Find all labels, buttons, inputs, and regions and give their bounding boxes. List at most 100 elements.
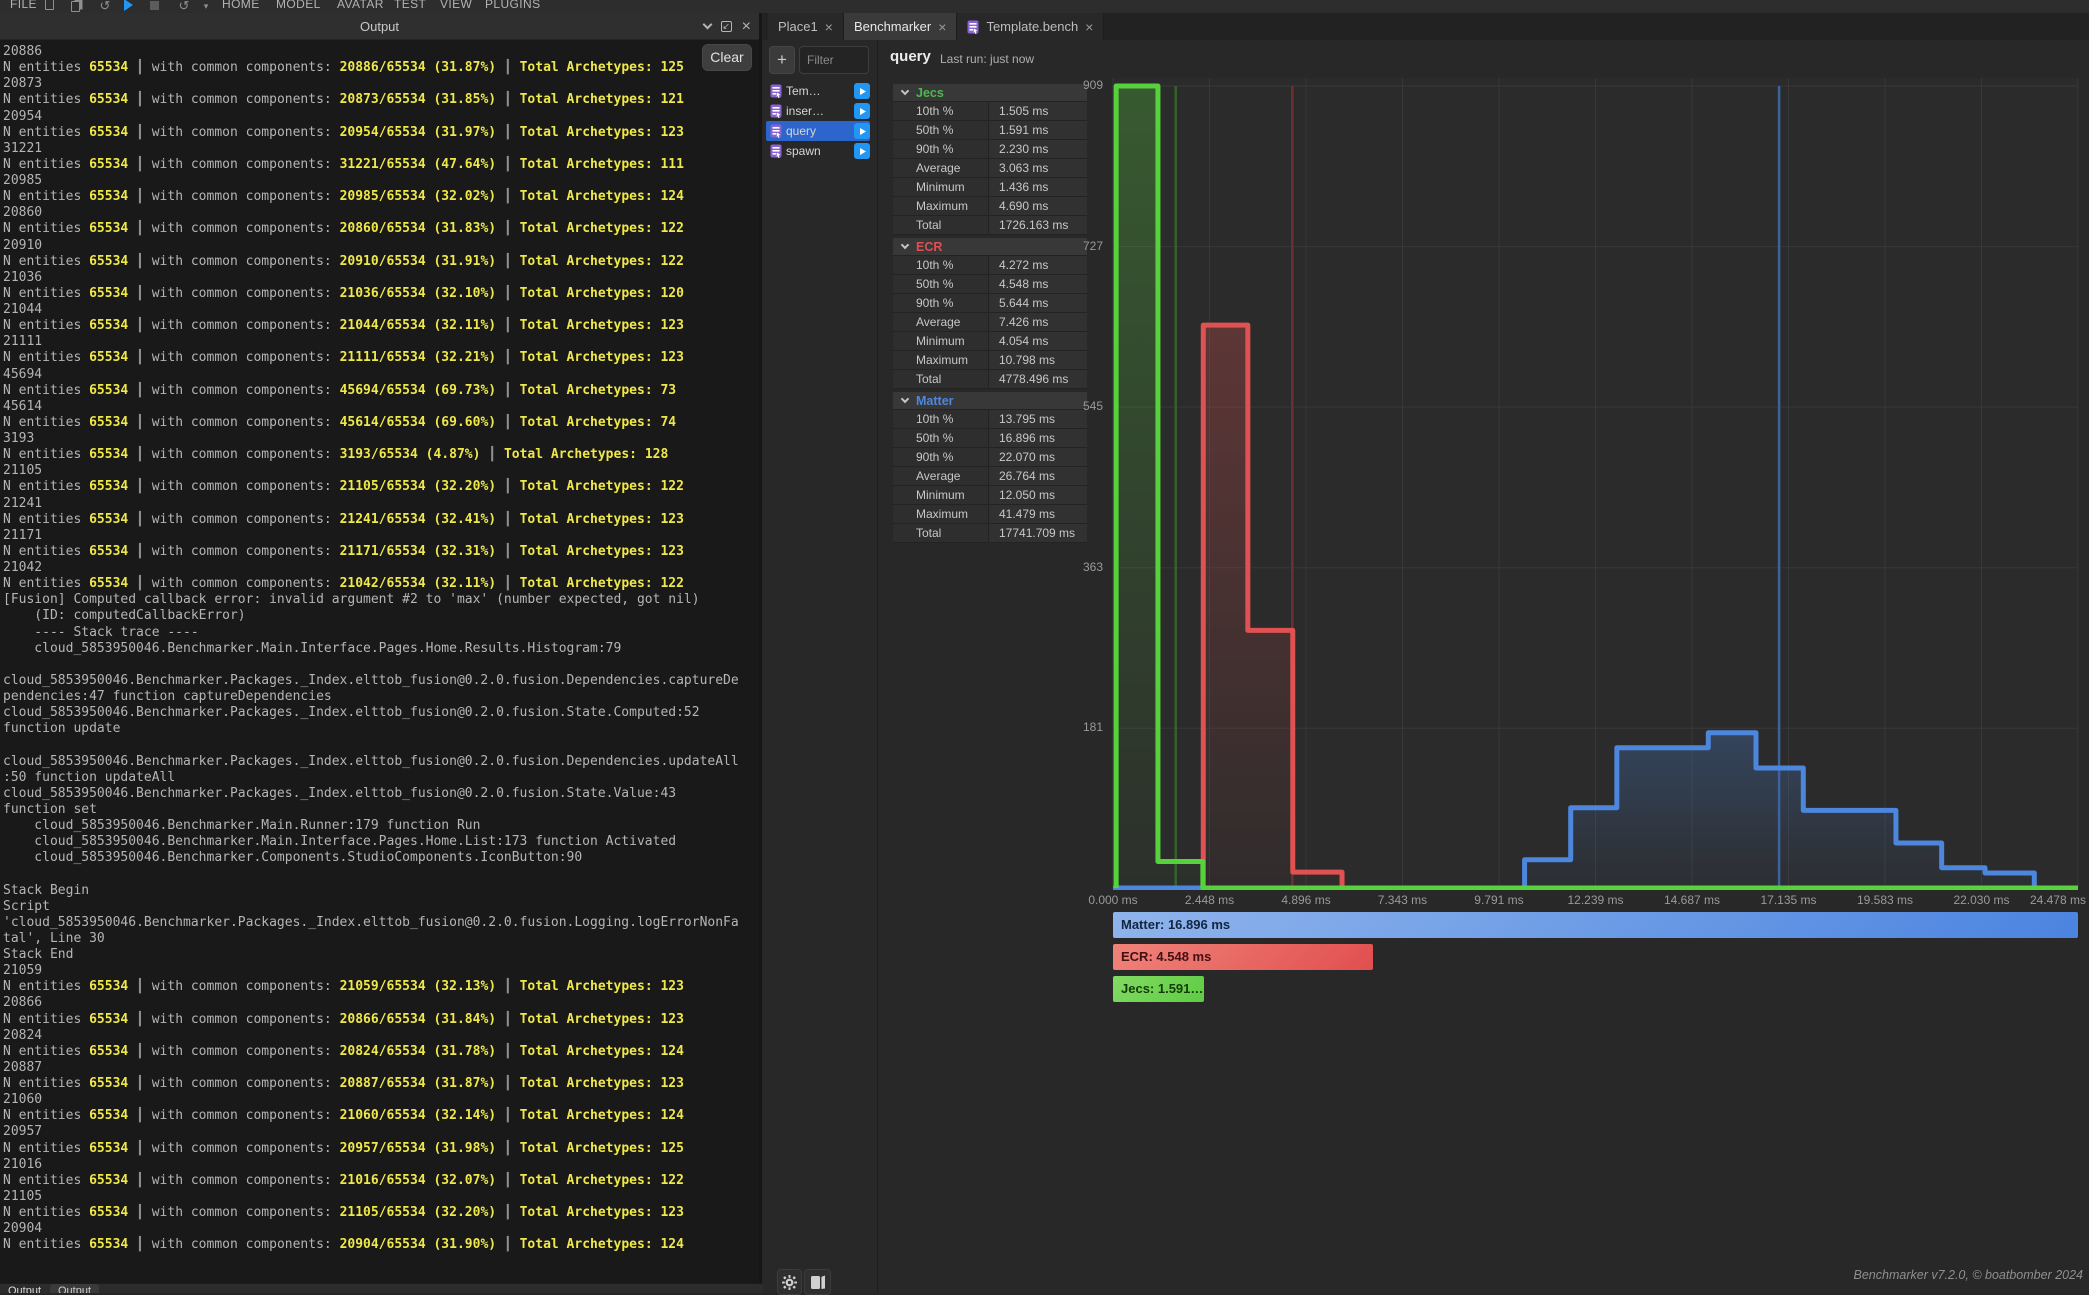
output-panel-title: Output — [359, 19, 400, 34]
tab-template-bench[interactable]: Template.bench × — [957, 13, 1105, 40]
bottom-tab-strip: Output Output — [0, 1283, 763, 1293]
stat-label: 50th % — [893, 429, 989, 447]
x-axis-tick: 4.896 ms — [1281, 893, 1331, 907]
play-icon — [859, 127, 866, 135]
log-line: function update — [3, 721, 121, 737]
tab-place1[interactable]: Place1 × — [768, 13, 844, 40]
menu-avatar[interactable]: AVATAR — [337, 0, 384, 11]
run-benchmark-button[interactable] — [854, 143, 870, 159]
benchmark-item-inser[interactable]: inser… — [766, 101, 870, 121]
run-benchmark-button[interactable] — [854, 123, 870, 139]
log-line: N entities 65534 ┃ with common component… — [3, 447, 669, 463]
stat-value: 2.230 ms — [989, 140, 1087, 158]
log-line: :50 function updateAll — [3, 769, 176, 785]
legend-bar-matter: Matter: 16.896 ms — [1113, 912, 2078, 938]
menu-model[interactable]: MODEL — [276, 0, 321, 11]
output-bottom-tab[interactable]: Output — [50, 1284, 100, 1293]
tab-label: Template.bench — [986, 19, 1079, 34]
log-line: ---- Stack trace ---- — [3, 624, 199, 640]
chevron-down-icon[interactable] — [702, 19, 713, 30]
log-line: N entities 65534 ┃ with common component… — [3, 285, 684, 301]
log-line: 20957 — [3, 1124, 43, 1140]
x-axis-tick: 0.000 ms — [1088, 893, 1138, 907]
document-tab-bar: Place1 × Benchmarker × Template.bench × — [763, 13, 2089, 40]
stat-label: 50th % — [893, 275, 989, 293]
menu-file[interactable]: FILE — [10, 0, 37, 11]
tab-close-icon[interactable]: × — [824, 18, 833, 35]
log-line: 20860 — [3, 205, 43, 221]
benchmark-list: Tem… inser… query spawn — [766, 81, 870, 161]
log-line: N entities 65534 ┃ with common component… — [3, 1237, 684, 1253]
clipboard-icon[interactable] — [45, 0, 61, 13]
copy-icon[interactable] — [71, 0, 87, 13]
log-line: N entities 65534 ┃ with common component… — [3, 350, 684, 366]
settings-button[interactable] — [777, 1269, 802, 1295]
output-bottom-tab[interactable]: Output — [8, 1285, 42, 1293]
stop-icon[interactable] — [150, 0, 166, 13]
stats-row: 10th % 13.795 ms — [893, 410, 1087, 429]
stat-value: 7.426 ms — [989, 313, 1087, 331]
menu-view[interactable]: VIEW — [440, 0, 473, 11]
log-line: cloud_5853950046.Benchmarker.Packages._I… — [3, 753, 739, 769]
menu-test[interactable]: TEST — [394, 0, 427, 11]
stats-row: Total 4778.496 ms — [893, 370, 1087, 389]
benchmark-item-tem[interactable]: Tem… — [766, 81, 870, 101]
log-button[interactable] — [804, 1269, 831, 1295]
stat-value: 13.795 ms — [989, 410, 1087, 428]
stats-section-matter[interactable]: Matter — [893, 392, 1087, 410]
tab-close-icon[interactable]: × — [938, 18, 947, 35]
run-benchmark-button[interactable] — [854, 103, 870, 119]
stats-section-ecr[interactable]: ECR — [893, 238, 1087, 256]
stats-table: Jecs 10th % 1.505 ms 50th % 1.591 ms 90th % 2.… — [893, 84, 1087, 543]
log-line: cloud_5853950046.Benchmarker.Packages._I… — [3, 672, 739, 688]
stat-label: Maximum — [893, 505, 989, 523]
run-benchmark-button[interactable] — [854, 83, 870, 99]
log-line: 21016 — [3, 1156, 43, 1172]
log-line: cloud_5853950046.Benchmarker.Packages._I… — [3, 705, 700, 721]
stats-row: Maximum 41.479 ms — [893, 505, 1087, 524]
play-icon — [859, 107, 866, 115]
benchmark-item-query[interactable]: query — [766, 121, 870, 141]
log-line: (ID: computedCallbackError) — [3, 608, 246, 624]
legend-bar-ecr: ECR: 4.548 ms — [1113, 944, 1373, 970]
x-axis-tick: 14.687 ms — [1663, 893, 1721, 907]
tab-label: Benchmarker — [853, 19, 932, 34]
stat-value: 1.505 ms — [989, 102, 1087, 120]
stats-section-jecs[interactable]: Jecs — [893, 84, 1087, 102]
histogram-outline-matter — [1113, 730, 2078, 890]
log-line: cloud_5853950046.Benchmarker.Main.Interf… — [3, 640, 622, 656]
y-axis-tick: 545 — [1082, 399, 1103, 414]
reset-icon[interactable]: ↺ — [178, 0, 190, 13]
log-line: 45694 — [3, 366, 43, 382]
log-line: N entities 65534 ┃ with common component… — [3, 1108, 684, 1124]
script-icon — [770, 144, 782, 158]
x-axis-tick: 17.135 ms — [1760, 893, 1817, 907]
undo-icon[interactable]: ↺ — [99, 0, 111, 13]
log-line: N entities 65534 ┃ with common component… — [3, 221, 684, 237]
play-icon[interactable] — [124, 0, 140, 13]
log-line: 20824 — [3, 1027, 43, 1043]
stat-value: 1.591 ms — [989, 121, 1087, 139]
float-window-icon[interactable]: ↙ — [720, 21, 732, 32]
menu-home[interactable]: HOME — [222, 0, 260, 11]
tab-benchmarker[interactable]: Benchmarker × — [843, 13, 958, 40]
benchmark-item-label: query — [786, 124, 817, 138]
stat-value: 4.548 ms — [989, 275, 1087, 293]
close-icon[interactable]: × — [741, 17, 751, 35]
menu-plugins[interactable]: PLUGINS — [485, 0, 541, 11]
log-line: N entities 65534 ┃ with common component… — [3, 1172, 684, 1188]
benchmark-item-spawn[interactable]: spawn — [766, 141, 870, 161]
results-title: query — [890, 48, 931, 65]
clear-button[interactable]: Clear — [702, 44, 752, 71]
chevron-down-icon — [900, 394, 910, 404]
stat-label: 10th % — [893, 256, 989, 274]
log-line: N entities 65534 ┃ with common component… — [3, 60, 684, 76]
log-line: 21111 — [3, 334, 43, 350]
filter-input[interactable] — [799, 46, 869, 74]
script-icon — [770, 104, 782, 118]
log-line: 31221 — [3, 140, 43, 156]
log-line: N entities 65534 ┃ with common component… — [3, 156, 684, 172]
add-benchmark-button[interactable]: + — [769, 46, 795, 74]
dropdown-icon[interactable]: ▾ — [203, 1, 209, 11]
tab-close-icon[interactable]: × — [1085, 18, 1094, 35]
